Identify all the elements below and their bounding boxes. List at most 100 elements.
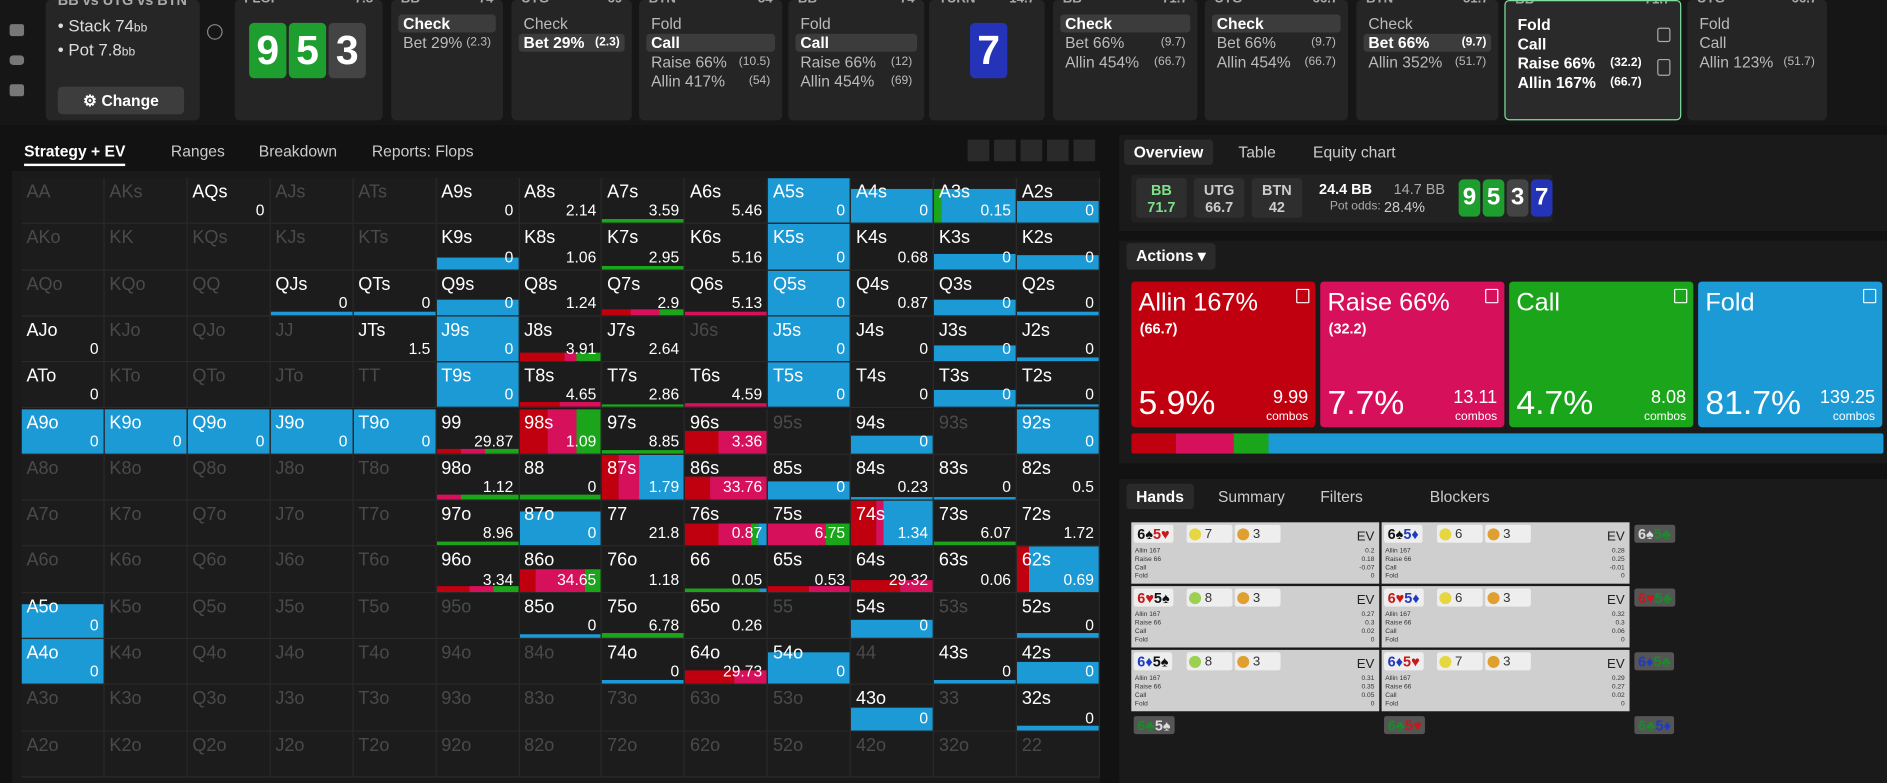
overview-tab[interactable]: Equity chart (1313, 143, 1396, 162)
strategy-tab[interactable]: Strategy + EV (24, 142, 126, 167)
hand-cell[interactable]: 55 (768, 592, 852, 640)
hand-cell[interactable]: 44 (851, 639, 935, 686)
hand-cell[interactable]: K8s 1.06 (519, 224, 603, 271)
view-icon[interactable] (1047, 139, 1069, 162)
action-option[interactable]: Allin 454% (69) (796, 72, 918, 90)
hand-cell[interactable]: J2o (270, 731, 354, 778)
lock-icon[interactable] (1657, 27, 1671, 43)
hand-cell[interactable]: 43o 0 (851, 685, 935, 732)
hand-cell[interactable]: A7o (21, 500, 105, 547)
hand-cell[interactable]: Q5s 0 (768, 270, 852, 317)
hand-card[interactable]: 6♠ 5♥ 7 3 EV Allin 167 0.2 Raise 66 0.18 Call -0.0… (1131, 522, 1380, 584)
view-icon[interactable] (1073, 139, 1096, 162)
hand-cell[interactable]: K4o (104, 639, 188, 686)
hand-cell[interactable]: 73s 6.07 (934, 500, 1018, 547)
action-option[interactable]: Check (1060, 14, 1191, 33)
hand-cell[interactable]: T3o (353, 685, 437, 732)
hand-cell[interactable]: A5s 0 (768, 178, 852, 225)
hand-cell[interactable]: Q6o (187, 546, 271, 593)
hand-card[interactable]: 6♦ 5♠ 8 3 EV Allin 167 0.31 Raise 66 0.35 Call 0.0… (1131, 649, 1380, 712)
hand-cell[interactable]: 43s 0 (934, 639, 1018, 686)
hand-card-collapsed[interactable]: 6♥ 5♣ (1632, 586, 1704, 609)
hand-cell[interactable]: AJs (270, 178, 354, 225)
hand-cell[interactable]: 97o 8.96 (436, 500, 520, 547)
hand-cell[interactable]: 72o (602, 731, 686, 778)
hand-cell[interactable]: Q4o (187, 639, 271, 686)
action-option[interactable]: Bet 66% (9.7) (1060, 34, 1190, 52)
view-icon[interactable] (994, 139, 1016, 162)
hand-cell[interactable]: T8s 4.65 (519, 362, 603, 409)
action-option[interactable]: Allin 167% (66.7) (1513, 73, 1647, 91)
hand-card[interactable]: 6♠ 5♦ 6 3 EV Allin 167 0.28 Raise 66 0.25 Call -0.… (1381, 522, 1630, 584)
action-option[interactable]: Call (1513, 35, 1647, 53)
hand-cell[interactable]: AQs 0 (187, 178, 271, 225)
hand-card[interactable]: 6♥ 5♠ 8 3 EV Allin 167 0.27 Raise 66 0.3 Call 0.02… (1131, 586, 1380, 648)
hand-cell[interactable]: Q9o 0 (187, 408, 271, 455)
hand-cell[interactable]: J7s 2.64 (602, 316, 686, 363)
hand-cell[interactable]: J9o 0 (270, 408, 354, 455)
hand-cell[interactable]: KK (104, 224, 188, 271)
hand-cell[interactable]: J8o (270, 454, 354, 501)
hand-cell[interactable]: 96s 3.36 (685, 408, 769, 455)
hand-cell[interactable]: A3s 0.15 (934, 178, 1018, 225)
action-option[interactable]: Call (795, 33, 918, 52)
hand-cell[interactable]: K9o 0 (104, 408, 188, 455)
action-option[interactable]: Call (1695, 34, 1820, 52)
hand-cell[interactable]: 87s 1.79 (602, 454, 686, 501)
hand-cell[interactable]: KJs (270, 224, 354, 271)
hand-cell[interactable]: K9s 0 (436, 224, 520, 271)
hand-cell[interactable]: 84o (519, 639, 603, 686)
hand-cell[interactable]: Q4s 0.87 (851, 270, 935, 317)
action-option[interactable]: Fold (1513, 16, 1647, 34)
overview-tab[interactable]: Overview (1124, 139, 1213, 165)
hand-cell[interactable]: A6s 5.46 (685, 178, 769, 225)
actions-dropdown[interactable]: Actions ▾ (1126, 243, 1216, 270)
hand-cell[interactable]: A9o 0 (21, 408, 105, 455)
hand-cell[interactable]: AQo (21, 270, 105, 317)
hand-cell[interactable]: 32o (934, 731, 1018, 778)
hand-cell[interactable]: T6s 4.59 (685, 362, 769, 409)
hand-cell[interactable]: J3s 0 (934, 316, 1018, 363)
action-option[interactable]: Raise 66% (12) (796, 53, 918, 71)
hand-cell[interactable]: QTs 0 (353, 270, 437, 317)
hand-cell[interactable]: K4s 0.68 (851, 224, 935, 271)
hand-cell[interactable]: J6s (685, 316, 769, 363)
hand-card-collapsed[interactable]: 6♠ 5♣ (1632, 522, 1704, 545)
hand-cell[interactable]: K7s 2.95 (602, 224, 686, 271)
action-option[interactable]: Bet 29% (2.3) (518, 33, 625, 52)
hand-cell[interactable]: QQ (187, 270, 271, 317)
hand-cell[interactable]: 98o 1.12 (436, 454, 520, 501)
hand-cell[interactable]: 92s 0 (1017, 408, 1100, 455)
view-icon[interactable] (967, 139, 990, 162)
action-option[interactable]: Check (1211, 14, 1341, 33)
info-icon[interactable] (207, 24, 223, 40)
hand-cell[interactable]: QJs 0 (270, 270, 354, 317)
hand-cell[interactable]: KQs (187, 224, 271, 271)
action-card[interactable]: Allin 167% (66.7) 5.9% 9.99 combos (1131, 281, 1316, 428)
hand-cell[interactable]: A2o (21, 731, 105, 778)
strategy-tab[interactable]: Breakdown (258, 142, 338, 161)
hand-cell[interactable]: T7s 2.86 (602, 362, 686, 409)
hand-cell[interactable]: T4o (353, 639, 437, 686)
hand-cell[interactable]: K2o (104, 731, 188, 778)
hand-cell[interactable]: QTo (187, 362, 271, 409)
hand-cell[interactable]: K2s 0 (1017, 224, 1100, 271)
hand-cell[interactable]: A9s 0 (436, 178, 520, 225)
hand-cell[interactable]: 52s 0 (1017, 592, 1100, 640)
hand-cell[interactable]: 76s 0.87 (685, 500, 769, 547)
action-option[interactable]: Allin 417% (54) (646, 72, 775, 90)
hand-cell[interactable]: J9s 0 (436, 316, 520, 363)
hand-cell[interactable]: Q6s 5.13 (685, 270, 769, 317)
hand-cell[interactable]: A8o (21, 454, 105, 501)
change-button[interactable]: ⚙ Change (57, 86, 185, 115)
hand-cell[interactable]: A4o 0 (21, 639, 105, 686)
hand-cell[interactable]: A5o 0 (21, 592, 105, 640)
hand-cell[interactable]: J3o (270, 685, 354, 732)
hand-cell[interactable]: 83s 0 (934, 454, 1018, 501)
hand-cell[interactable]: 87o 0 (519, 500, 603, 547)
hands-tab[interactable]: Hands (1126, 483, 1194, 510)
hand-cell[interactable]: 64o 29.73 (685, 639, 769, 686)
hand-cell[interactable]: Q2s 0 (1017, 270, 1100, 317)
